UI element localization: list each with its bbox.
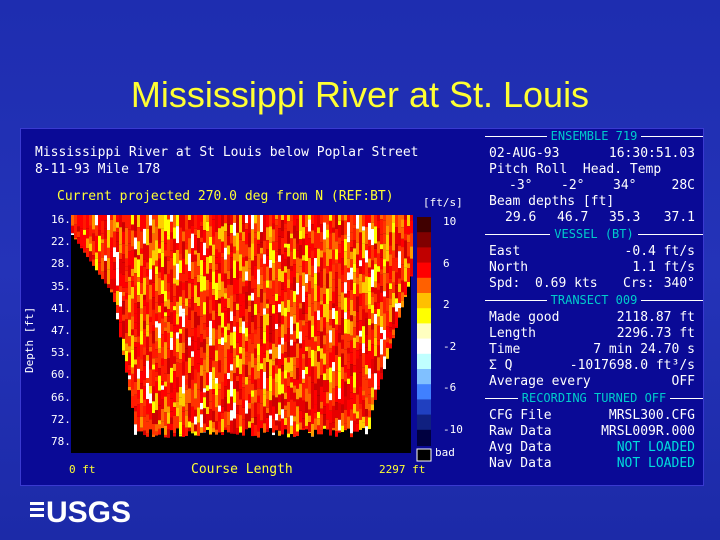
file-value: MRSL300.CFG bbox=[608, 408, 695, 423]
usgs-logo: USGS bbox=[30, 496, 131, 528]
colorbar-tick-label: 2 bbox=[443, 298, 450, 311]
beam-1: 29.6 bbox=[505, 210, 537, 225]
average-label: Average every bbox=[489, 374, 591, 389]
x-end-label: 2297 ft bbox=[379, 463, 426, 476]
colorbar-tick-label: 10 bbox=[443, 215, 457, 228]
crs-label: Crs: bbox=[623, 276, 655, 291]
file-row: CFG File MRSL300.CFG bbox=[489, 408, 695, 424]
file-label: Avg Data bbox=[489, 440, 552, 455]
y-tick-label: 53.8 bbox=[51, 346, 78, 360]
crs-value: 340° bbox=[663, 276, 695, 291]
spd-value: 0.69 kts bbox=[535, 276, 598, 291]
units-label: [ft/s] bbox=[423, 196, 463, 209]
east-value: -0.4 ft/s bbox=[624, 244, 695, 259]
roll-value: -2° bbox=[561, 178, 585, 193]
beam-depths-label: Beam depths [ft] bbox=[489, 194, 615, 209]
average-value: OFF bbox=[671, 374, 695, 389]
plot-subtitle: Current projected 270.0 deg from N (REF:… bbox=[57, 189, 394, 204]
file-label: Raw Data bbox=[489, 424, 552, 439]
vessel-header: VESSEL (BT) bbox=[485, 227, 703, 241]
file-row: Nav Data NOT LOADED bbox=[489, 456, 695, 472]
heading-value: 34° bbox=[613, 178, 637, 193]
file-value: NOT LOADED bbox=[616, 456, 695, 471]
colorbar-tick-label: 6 bbox=[443, 256, 450, 270]
beam-2: 46.7 bbox=[557, 210, 589, 225]
plot-title-line1: Mississippi River at St Louis below Popl… bbox=[35, 145, 419, 160]
spd-label: Spd: bbox=[489, 276, 521, 291]
temp-value: 28C bbox=[671, 178, 695, 193]
length-value: 2296.73 ft bbox=[616, 326, 695, 341]
x-start-label: 0 ft bbox=[69, 463, 96, 476]
ensemble-header: ENSEMBLE 719 bbox=[485, 129, 703, 143]
file-label: Nav Data bbox=[489, 456, 552, 471]
ensemble-time: 16:30:51.03 bbox=[608, 146, 695, 161]
file-label: CFG File bbox=[489, 408, 552, 423]
file-row: Raw Data MRSL009R.000 bbox=[489, 424, 695, 440]
file-row: Avg Data NOT LOADED bbox=[489, 440, 695, 456]
beam-4: 37.1 bbox=[663, 210, 695, 225]
recording-header: RECORDING TURNED OFF bbox=[485, 391, 703, 405]
colorbar-tick-label: -2 bbox=[443, 339, 457, 353]
pitch-value: -3° bbox=[509, 178, 533, 193]
length-label: Length bbox=[489, 326, 536, 341]
time-value: 7 min 24.70 s bbox=[593, 342, 695, 357]
velocity-heatmap bbox=[71, 215, 432, 462]
y-tick-label: 72.5 bbox=[51, 412, 78, 426]
north-label: North bbox=[489, 260, 529, 275]
pitch-roll-label: Pitch Roll Head. Temp bbox=[489, 162, 662, 177]
file-value: MRSL009R.000 bbox=[601, 424, 695, 439]
y-tick-label: 35.1 bbox=[51, 279, 78, 293]
q-value: -1017698.0 ft³/s bbox=[569, 358, 695, 373]
east-label: East bbox=[489, 244, 521, 259]
bad-label: bad bbox=[435, 446, 455, 459]
x-axis-label: Course Length bbox=[191, 462, 293, 477]
made-good-label: Made good bbox=[489, 310, 560, 325]
y-tick-label: 78.7 bbox=[51, 435, 78, 448]
ensemble-date: 02-AUG-93 bbox=[489, 146, 560, 161]
plot-title-line2: 8-11-93 Mile 178 bbox=[35, 162, 161, 177]
usgs-logo-text: USGS bbox=[46, 496, 131, 528]
info-panel: ENSEMBLE 719 02-AUG-93 16:30:51.03 Pitch … bbox=[485, 129, 703, 485]
colorbar-tick-label: -10 bbox=[443, 422, 463, 436]
adcp-panel: Mississippi River at St Louis below Popl… bbox=[20, 128, 704, 486]
velocity-plot: Mississippi River at St Louis below Popl… bbox=[21, 129, 481, 485]
colorbar-tick-label: -6 bbox=[443, 381, 457, 394]
y-tick-label: 28.9 bbox=[51, 257, 78, 271]
y-tick-label: 41.3 bbox=[51, 301, 78, 315]
time-label: Time bbox=[489, 342, 521, 357]
north-value: 1.1 ft/s bbox=[632, 260, 695, 275]
y-tick-label: 47.6 bbox=[51, 324, 78, 337]
y-tick-label: 60.0 bbox=[51, 368, 78, 382]
beam-3: 35.3 bbox=[609, 210, 641, 225]
made-good-value: 2118.87 ft bbox=[616, 310, 695, 325]
file-value: NOT LOADED bbox=[616, 440, 695, 455]
y-tick-label: 16.4 bbox=[51, 213, 78, 226]
slide-title: Mississippi River at St. Louis bbox=[130, 74, 590, 115]
transect-header: TRANSECT 009 bbox=[485, 293, 703, 307]
y-tick-label: 22.6 bbox=[51, 235, 78, 249]
q-label: Σ Q bbox=[489, 358, 513, 373]
y-tick-label: 66.3 bbox=[51, 390, 78, 404]
